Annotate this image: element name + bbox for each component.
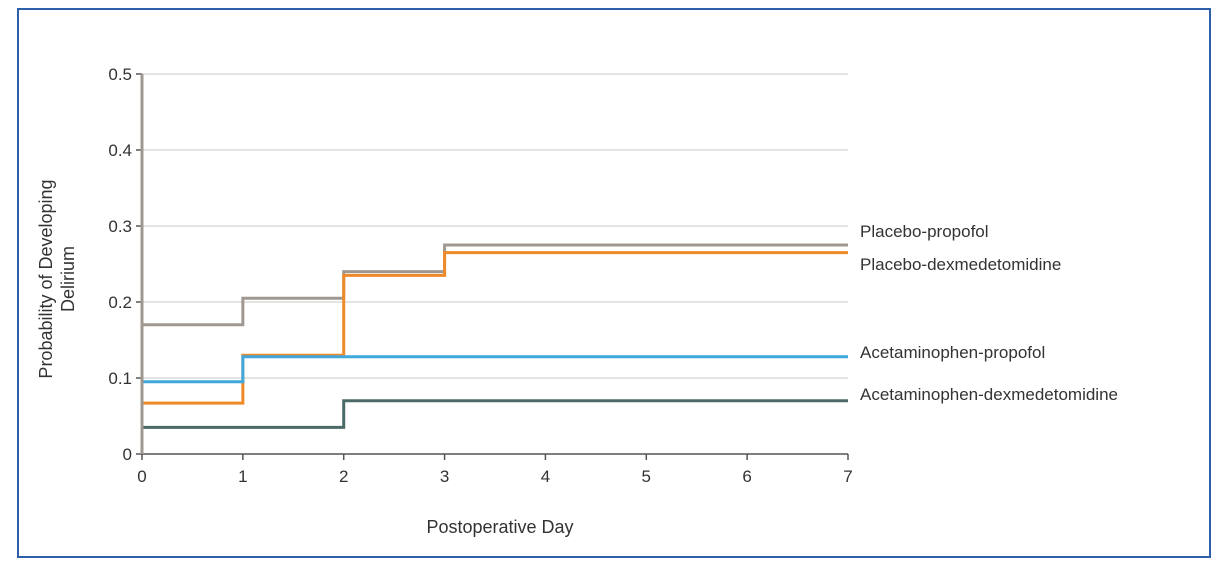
x-tick-label-0: 0	[137, 467, 146, 486]
series-line-3	[140, 399, 848, 454]
x-tick-label-2: 2	[339, 467, 348, 486]
x-tick-label-3: 3	[440, 467, 449, 486]
x-tick-label-1: 1	[238, 467, 247, 486]
series-line-1	[140, 251, 848, 454]
series-line-0	[140, 243, 848, 454]
y-axis-title: Probability of Developing Delirium	[36, 179, 78, 378]
y-tick-label-3: 0.3	[108, 217, 132, 236]
x-tick-label-6: 6	[742, 467, 751, 486]
x-tick-label-5: 5	[642, 467, 651, 486]
y-axis-title-line-1: Delirium	[58, 246, 78, 312]
y-tick-label-2: 0.2	[108, 293, 132, 312]
y-tick-label-1: 0.1	[108, 369, 132, 388]
series-label-0: Placebo-propofol	[860, 222, 989, 241]
series-label-3: Acetaminophen-dexmedetomidine	[860, 385, 1118, 404]
series-label-2: Acetaminophen-propofol	[860, 343, 1045, 362]
grid-lines	[142, 73, 848, 379]
y-tick-label-4: 0.4	[108, 141, 132, 160]
series-label-1: Placebo-dexmedetomidine	[860, 255, 1061, 274]
axes	[141, 74, 848, 455]
series-line-2	[140, 355, 848, 454]
y-axis-title-line-0: Probability of Developing	[36, 179, 56, 378]
x-tick-label-4: 4	[541, 467, 550, 486]
x-axis-title: Postoperative Day	[426, 517, 573, 537]
y-tick-label-5: 0.5	[108, 65, 132, 84]
series-group	[140, 74, 848, 454]
figure-frame	[17, 8, 1211, 558]
series-labels: Placebo-propofol Placebo-dexmedetomidine A…	[860, 222, 1118, 404]
x-tick-label-7: 7	[843, 467, 852, 486]
y-tick-label-0: 0	[123, 445, 132, 464]
ticks: 0 0.1 0.2 0.3 0.4 0.5 0 1 2 3 4 5 6 7	[108, 65, 852, 486]
